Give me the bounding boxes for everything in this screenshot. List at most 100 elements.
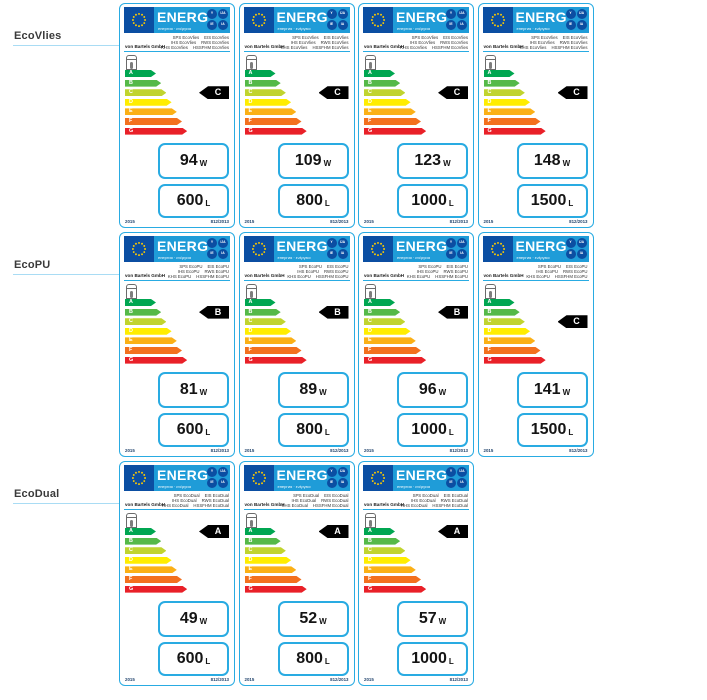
scale-bar-f: F xyxy=(484,118,541,125)
supplier-name: von Bartels GmbH xyxy=(483,273,524,278)
scale-letter: F xyxy=(129,346,133,353)
model-name: EIS EcoPU xyxy=(566,264,588,269)
label-year: 2015 xyxy=(364,677,374,682)
supplier-model-block: von Bartels GmbH SPS EcoDual EIS EcoDual I… xyxy=(363,492,469,510)
energy-class-letter: A xyxy=(334,526,341,536)
energy-class-arrow: A xyxy=(199,525,229,538)
energ-logo-text: ENERG xyxy=(276,467,328,483)
volume-unit: L xyxy=(568,198,574,208)
language-badge: IA xyxy=(218,20,228,30)
model-name: SPS EcoVlies xyxy=(172,35,200,40)
eu-flag-icon xyxy=(124,7,154,33)
model-name: HSSFHM EcoPU xyxy=(554,274,588,280)
power-value-box: 57 W xyxy=(397,601,468,637)
scale-letter: B xyxy=(368,79,372,86)
energ-subtitle: енергия · ενέργεια xyxy=(277,255,311,260)
scale-bar-c: C xyxy=(125,89,166,96)
scale-bar-g: G xyxy=(364,586,426,593)
scale-letter: F xyxy=(368,117,372,124)
scale-bar-b: B xyxy=(245,309,281,316)
label-footer: 2015 812/2013 xyxy=(245,677,349,682)
volume-value-box: 1500 L xyxy=(516,413,588,447)
model-name: KHS EcoPU xyxy=(167,274,192,280)
scale-bar-e: E xyxy=(364,566,416,573)
volume-unit: L xyxy=(324,198,330,208)
scale-letter: D xyxy=(487,98,492,105)
volume-value-box: 800 L xyxy=(277,642,349,676)
supplier-name: von Bartels GmbH xyxy=(483,44,524,49)
power-unit: W xyxy=(438,387,447,397)
power-unit: W xyxy=(199,158,208,168)
label-year: 2015 xyxy=(244,448,255,453)
model-name: RWS EcoDual xyxy=(201,498,229,504)
model-name: KHS EcoPU xyxy=(526,274,550,280)
label-footer: 2015 812/2013 xyxy=(364,448,468,453)
scale-letter: D xyxy=(368,327,372,334)
regulation-number: 812/2013 xyxy=(569,448,588,453)
label-footer: 2015 812/2013 xyxy=(364,677,468,682)
energy-class-arrow: B xyxy=(199,305,229,319)
language-badge: IA xyxy=(337,20,348,30)
model-list: SPS EcoDual EIS EcoDual IHS EcoDual RWS Eco… xyxy=(162,493,229,509)
scale-bar-f: F xyxy=(364,576,421,583)
scale-bar-g: G xyxy=(484,357,546,364)
brand-area: ENERG Y IJA IE IA енергия · ενέργεια xyxy=(154,465,230,491)
energ-subtitle: енергия · ενέργεια xyxy=(277,484,311,489)
brand-area: ENERG Y IJA IE IA енергия · ενέργεια xyxy=(393,7,469,33)
scale-letter: F xyxy=(368,575,372,582)
scale-bar-c: C xyxy=(245,89,286,96)
model-name: EIS EcoVlies xyxy=(562,35,588,40)
language-badge: IE xyxy=(446,249,456,259)
brand-area: ENERG Y IJA IE IA енергия · ενέργεια xyxy=(274,236,350,262)
volume-value: 600 xyxy=(176,421,204,438)
scale-bar-e: E xyxy=(484,108,536,115)
scale-bar-e: E xyxy=(364,108,416,115)
volume-value-box: 1500 L xyxy=(516,184,588,218)
scale-bar-d: D xyxy=(125,99,172,106)
label-year: 2015 xyxy=(364,219,374,224)
brand-area: ENERG Y IJA IE IA енергия · ενέργεια xyxy=(393,465,469,491)
language-badge: IA xyxy=(457,478,467,488)
scale-bar-b: B xyxy=(484,80,520,87)
scale-letter: F xyxy=(129,117,133,124)
scale-letter: D xyxy=(129,98,133,105)
model-name: IHS EcoPU xyxy=(177,269,200,275)
supplier-model-block: von Bartels GmbH SPS EcoDual EIS EcoDual I… xyxy=(124,492,230,510)
scale-bar-f: F xyxy=(125,118,182,125)
label-footer: 2015 812/2013 xyxy=(245,219,349,224)
energy-class-arrow: A xyxy=(438,525,468,538)
scale-bar-a: A xyxy=(245,299,276,306)
scale-letter: A xyxy=(248,70,253,76)
scale-bar-f: F xyxy=(245,118,302,125)
supplier-model-block: von Bartels GmbH SPS EcoVlies EIS EcoVlie… xyxy=(243,34,350,52)
label-year: 2015 xyxy=(244,219,255,224)
scale-letter: B xyxy=(248,79,253,86)
row-title: EcoVlies xyxy=(14,30,62,42)
power-unit: W xyxy=(562,158,571,168)
model-name: RWS EcoVlies xyxy=(559,40,588,46)
label-footer: 2015 812/2013 xyxy=(484,219,588,224)
energy-class-letter: A xyxy=(453,526,461,536)
model-list: SPS EcoVlies EIS EcoVlies IHS EcoVlies RWS … xyxy=(161,35,229,51)
energ-subtitle: енергия · ενέργεια xyxy=(516,26,550,31)
model-name: KHS EcoDual xyxy=(401,503,428,509)
scale-bar-g: G xyxy=(484,128,546,135)
energ-logo-text: ENERG xyxy=(396,9,448,25)
volume-value: 600 xyxy=(176,650,204,667)
energy-class-letter: A xyxy=(214,526,222,536)
row-title-rule xyxy=(13,503,119,504)
power-value: 49 xyxy=(179,610,198,627)
language-badge: IJA xyxy=(218,9,228,19)
model-list: SPS EcoDual EIS EcoDual IHS EcoDual RWS Eco… xyxy=(401,493,468,509)
model-name: RWS EcoDual xyxy=(440,498,468,504)
model-name: SPS EcoPU xyxy=(179,264,203,269)
label-footer: 2015 812/2013 xyxy=(125,677,229,682)
scale-bar-b: B xyxy=(364,80,400,87)
model-name: IHS EcoPU xyxy=(297,269,319,275)
model-name: EIS EcoDual xyxy=(443,493,468,498)
supplier-name: von Bartels GmbH xyxy=(364,44,405,49)
supplier-name: von Bartels GmbH xyxy=(244,44,285,49)
language-badge: IA xyxy=(218,478,228,488)
